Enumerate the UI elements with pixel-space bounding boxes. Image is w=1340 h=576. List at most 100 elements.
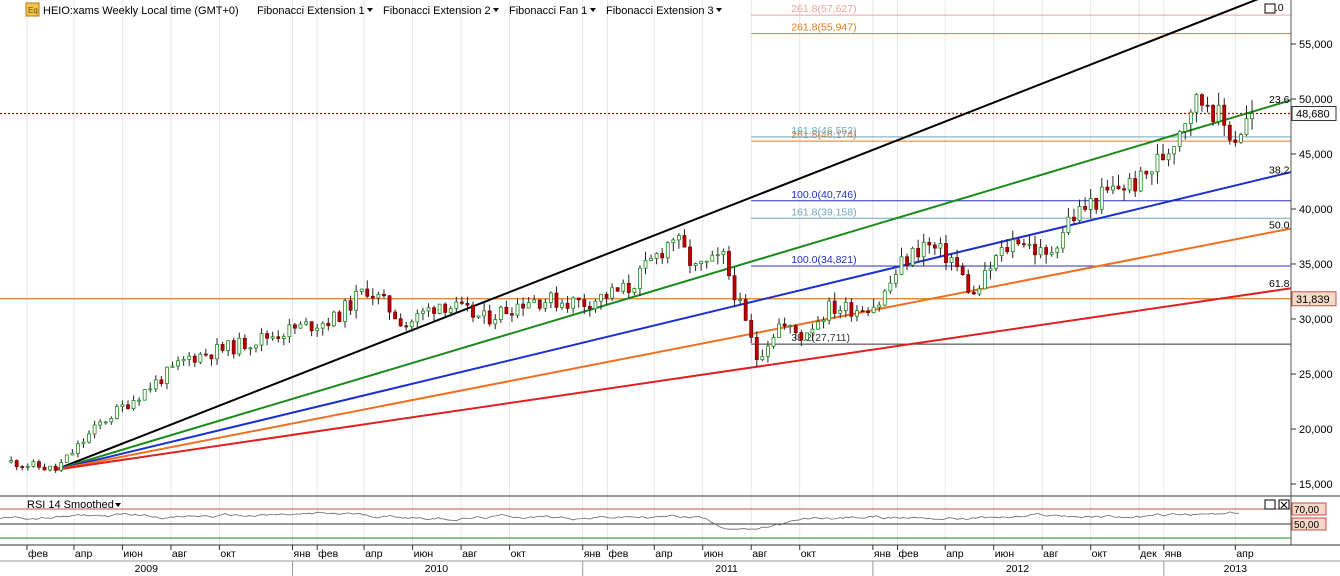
candle-body[interactable] bbox=[821, 319, 826, 323]
indicator-menu-fib-extension-2[interactable]: Fibonacci Extension 2 bbox=[383, 5, 491, 17]
candle-body[interactable] bbox=[788, 325, 793, 328]
candle-body[interactable] bbox=[70, 452, 75, 456]
candle-body[interactable] bbox=[504, 306, 509, 315]
candle-body[interactable] bbox=[459, 301, 464, 304]
candle-body[interactable] bbox=[187, 355, 192, 360]
candle-body[interactable] bbox=[109, 418, 114, 423]
candle-body[interactable] bbox=[949, 257, 954, 263]
candle-body[interactable] bbox=[888, 282, 893, 292]
candle-body[interactable] bbox=[337, 311, 342, 322]
candle-body[interactable] bbox=[231, 340, 236, 355]
candle-body[interactable] bbox=[804, 332, 809, 341]
rsi-title[interactable]: RSI 14 Smoothed bbox=[27, 499, 114, 511]
rsi-maximize-icon[interactable] bbox=[1264, 499, 1276, 510]
symbol-title[interactable]: HEIO:xams Weekly Local time (GMT+0) bbox=[43, 5, 239, 17]
candle-body[interactable] bbox=[426, 307, 431, 312]
candle-body[interactable] bbox=[443, 303, 448, 313]
candle-body[interactable] bbox=[771, 337, 776, 347]
dropdown-icon[interactable] bbox=[367, 8, 373, 12]
candle-body[interactable] bbox=[42, 466, 47, 471]
candle-body[interactable] bbox=[142, 389, 147, 401]
candle-body[interactable] bbox=[560, 302, 564, 308]
price-axis[interactable]: 15,000 20,000 25,000 30,000 35,000 40,000 45,0… bbox=[1291, 39, 1333, 491]
candle-body[interactable] bbox=[415, 313, 420, 323]
candle-body[interactable] bbox=[1016, 239, 1021, 245]
candle-body[interactable] bbox=[298, 323, 303, 329]
candle-body[interactable] bbox=[832, 300, 837, 314]
candle-body[interactable] bbox=[1138, 170, 1143, 192]
indicator-menu-fib-extension-1[interactable]: Fibonacci Extension 1 bbox=[257, 5, 365, 17]
candle-body[interactable] bbox=[131, 400, 136, 409]
candle-body[interactable] bbox=[64, 454, 69, 463]
candle-body[interactable] bbox=[1227, 124, 1232, 141]
candle-body[interactable] bbox=[81, 441, 86, 445]
candle-body[interactable] bbox=[1027, 243, 1032, 246]
candle-body[interactable] bbox=[521, 303, 525, 309]
candle-body[interactable] bbox=[1177, 131, 1182, 147]
candle-body[interactable] bbox=[710, 254, 715, 262]
candle-body[interactable] bbox=[20, 466, 25, 469]
candle-body[interactable] bbox=[827, 300, 832, 321]
candle-body[interactable] bbox=[254, 344, 258, 349]
fan-ray[interactable] bbox=[55, 171, 1292, 471]
candle-body[interactable] bbox=[582, 299, 587, 307]
fan-ray[interactable] bbox=[55, 0, 1291, 471]
candle-body[interactable] bbox=[910, 247, 915, 266]
candle-body[interactable] bbox=[1172, 146, 1177, 155]
candle-body[interactable] bbox=[198, 353, 203, 363]
candle-body[interactable] bbox=[148, 388, 153, 391]
candle-body[interactable] bbox=[549, 292, 553, 303]
candle-body[interactable] bbox=[248, 347, 253, 350]
candle-body[interactable] bbox=[754, 336, 759, 361]
candle-body[interactable] bbox=[409, 321, 414, 328]
candle-body[interactable] bbox=[103, 421, 108, 424]
candle-body[interactable] bbox=[498, 306, 503, 320]
candle-body[interactable] bbox=[1244, 118, 1249, 135]
candle-body[interactable] bbox=[565, 302, 570, 309]
candle-body[interactable] bbox=[944, 243, 948, 263]
candle-body[interactable] bbox=[649, 257, 653, 261]
candle-body[interactable] bbox=[793, 325, 798, 334]
candle-body[interactable] bbox=[404, 325, 409, 328]
candle-body[interactable] bbox=[604, 293, 609, 299]
candle-body[interactable] bbox=[315, 327, 320, 332]
candle-body[interactable] bbox=[25, 465, 30, 468]
candle-body[interactable] bbox=[476, 315, 481, 318]
candle-body[interactable] bbox=[543, 302, 548, 309]
candle-body[interactable] bbox=[621, 282, 626, 292]
candle-body[interactable] bbox=[966, 274, 971, 293]
candle-body[interactable] bbox=[387, 295, 392, 313]
candle-body[interactable] bbox=[593, 300, 598, 310]
candle-body[interactable] bbox=[626, 282, 631, 293]
candle-body[interactable] bbox=[1116, 185, 1121, 190]
candle-body[interactable] bbox=[76, 443, 80, 454]
candle-body[interactable] bbox=[192, 355, 197, 363]
candle-body[interactable] bbox=[1060, 232, 1065, 249]
candle-body[interactable] bbox=[510, 313, 514, 316]
fan-ray[interactable] bbox=[55, 227, 1292, 471]
candle-body[interactable] bbox=[432, 307, 436, 314]
dropdown-icon[interactable] bbox=[590, 8, 596, 12]
candle-body[interactable] bbox=[203, 353, 208, 356]
candle-body[interactable] bbox=[293, 324, 297, 329]
candle-body[interactable] bbox=[393, 311, 397, 320]
candle-body[interactable] bbox=[866, 310, 870, 313]
candle-body[interactable] bbox=[1122, 188, 1126, 191]
candle-body[interactable] bbox=[799, 332, 804, 341]
candle-body[interactable] bbox=[882, 290, 887, 306]
candle-body[interactable] bbox=[1005, 247, 1010, 253]
candle-body[interactable] bbox=[905, 256, 909, 266]
candle-body[interactable] bbox=[638, 267, 642, 289]
candle-body[interactable] bbox=[971, 291, 976, 295]
candle-body[interactable] bbox=[48, 465, 52, 471]
candle-body[interactable] bbox=[988, 267, 993, 271]
candle-body[interactable] bbox=[165, 366, 169, 384]
candle-body[interactable] bbox=[87, 433, 91, 443]
candle-body[interactable] bbox=[1105, 186, 1110, 191]
candle-body[interactable] bbox=[1144, 170, 1149, 175]
candle-body[interactable] bbox=[610, 287, 615, 299]
candle-body[interactable] bbox=[1149, 171, 1154, 175]
indicator-menu-fib-extension-3[interactable]: Fibonacci Extension 3 bbox=[606, 5, 714, 17]
candle-body[interactable] bbox=[354, 290, 359, 311]
candle-body[interactable] bbox=[960, 266, 965, 276]
